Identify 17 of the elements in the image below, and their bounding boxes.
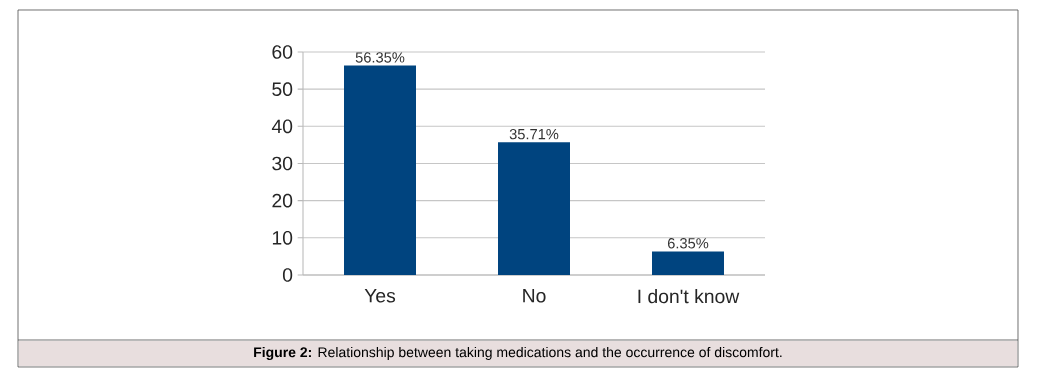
bar [498,142,570,275]
y-tick-label: 0 [282,268,293,282]
data-label: 35.71% [509,128,559,140]
y-tick-label: 10 [272,230,293,245]
bar [652,251,724,275]
x-tick-label: I don't know [638,289,740,304]
x-tick-label: Yes [364,289,396,303]
text: Figure 2: Relationship between taking medications and the occurrence of discomfort. [254,346,782,361]
data-label: 6.35% [667,238,709,249]
y-tick-label: 20 [272,193,293,208]
bar [344,65,416,275]
data-label: 56.35% [355,52,405,63]
y-tick-label: 40 [271,119,293,134]
y-tick-label: 50 [272,82,293,96]
y-tick-label: 60 [272,45,293,59]
x-tick-label: No [523,289,546,303]
y-tick-label: 30 [272,156,293,171]
